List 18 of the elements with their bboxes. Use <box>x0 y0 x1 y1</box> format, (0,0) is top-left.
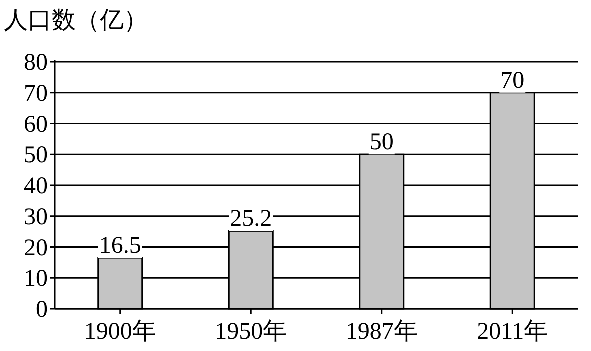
y-tick-label: 70 <box>24 80 48 107</box>
y-tick-label: 20 <box>24 235 48 262</box>
y-axis-title: 人口数（亿） <box>4 8 148 34</box>
y-tick-label: 30 <box>24 204 48 230</box>
y-tick-label: 50 <box>24 142 48 169</box>
x-tick-label: 1987年 <box>346 319 418 345</box>
y-tick-label: 60 <box>24 112 48 138</box>
data-label: 70 <box>500 68 525 94</box>
x-tick-label: 2011年 <box>477 319 548 345</box>
data-label: 25.2 <box>230 206 272 232</box>
data-label: 50 <box>370 130 394 156</box>
x-tick-label: 1950年 <box>215 319 288 345</box>
y-tick-label: 10 <box>24 266 48 292</box>
y-tick-label: 80 <box>24 50 48 76</box>
y-tick-label: 40 <box>24 174 48 200</box>
y-tick-label: 0 <box>36 297 48 323</box>
data-label: 16.5 <box>99 233 142 260</box>
x-tick-label: 1900年 <box>84 319 156 345</box>
